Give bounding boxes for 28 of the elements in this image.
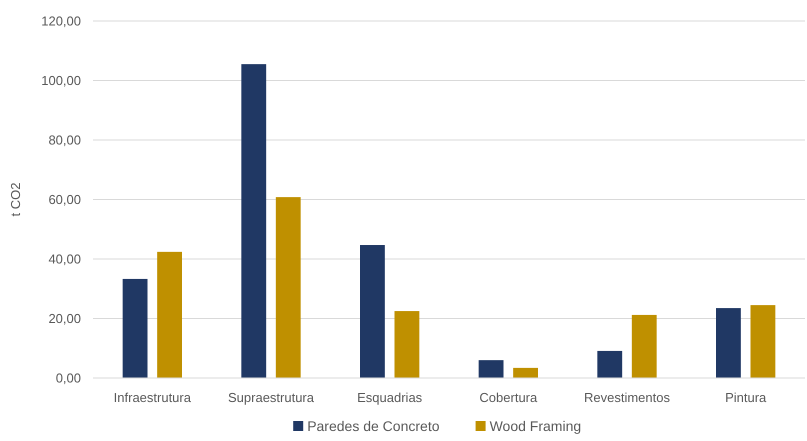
x-tick-label: Infraestrutura — [114, 390, 192, 405]
y-tick-label: 100,00 — [41, 73, 81, 88]
x-tick-label: Supraestrutura — [228, 390, 315, 405]
bar — [241, 64, 266, 378]
bar — [750, 305, 776, 378]
y-tick-label: 80,00 — [48, 132, 81, 148]
bar — [122, 278, 148, 378]
bar — [597, 350, 622, 378]
x-tick-label: Esquadrias — [357, 390, 423, 405]
x-tick-label: Pintura — [725, 390, 768, 405]
bar — [360, 245, 385, 378]
bar — [716, 308, 741, 378]
bar — [513, 368, 538, 378]
x-tick-label: Revestimentos — [584, 390, 670, 405]
y-tick-label: 40,00 — [48, 252, 81, 267]
legend-label: Paredes de Concreto — [307, 418, 440, 434]
y-tick-label: 20,00 — [48, 311, 81, 326]
bar — [632, 314, 657, 378]
y-tick-label: 0,00 — [56, 370, 81, 386]
bar — [478, 360, 504, 378]
x-tick-label: Cobertura — [479, 390, 538, 405]
legend-label: Wood Framing — [490, 418, 582, 434]
bar — [157, 252, 182, 378]
y-tick-label: 60,00 — [48, 192, 81, 208]
bar — [276, 197, 301, 378]
y-axis-title: t CO2 — [8, 182, 23, 216]
y-tick-label: 120,00 — [41, 14, 81, 29]
bar — [394, 311, 420, 378]
